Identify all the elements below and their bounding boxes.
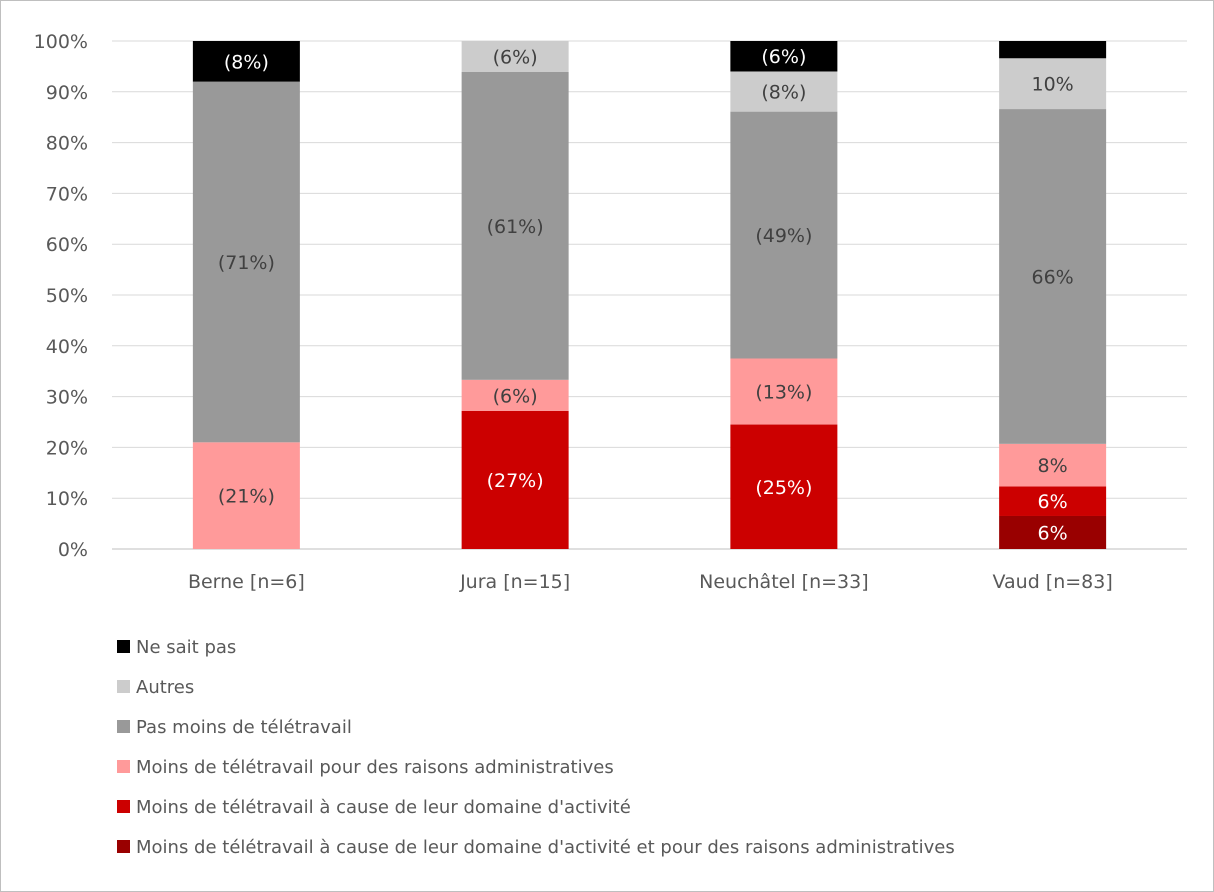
- data-label: (13%): [755, 382, 812, 404]
- bar-segment: [461, 41, 569, 72]
- bar-segment: [730, 358, 838, 425]
- data-label: (27%): [487, 470, 544, 492]
- legend-swatch: [117, 720, 130, 733]
- bar-segment: [461, 71, 569, 380]
- data-label: (6%): [493, 385, 538, 407]
- bar-segment: [999, 486, 1107, 516]
- legend-swatch: [117, 800, 130, 813]
- data-label: 6%: [1038, 522, 1068, 544]
- legend-label: Autres: [136, 677, 194, 698]
- bar-segment: [192, 442, 300, 549]
- data-label: (6%): [761, 46, 806, 68]
- y-tick-label: 10%: [46, 488, 88, 510]
- bars: (21%) (71%) (8%) (27%) (6%) (61%) (6%) (25%) (13…: [192, 41, 1107, 549]
- data-label: (49%): [755, 225, 812, 247]
- y-tick-label: 20%: [46, 437, 88, 459]
- legend-swatch: [117, 640, 130, 653]
- data-label: (71%): [218, 252, 275, 274]
- data-label: (61%): [487, 216, 544, 238]
- data-label: 6%: [1038, 491, 1068, 513]
- bar-segment: [999, 41, 1107, 59]
- y-tick-label: 30%: [46, 387, 88, 409]
- legend-label: Pas moins de télétravail: [136, 717, 352, 738]
- x-tick-label: Vaud [n=83]: [992, 571, 1112, 593]
- data-label: (25%): [755, 477, 812, 499]
- bar-segment: [730, 41, 838, 72]
- legend-label: Moins de télétravail pour des raisons ad…: [136, 757, 614, 778]
- bar-segment: [730, 424, 838, 549]
- bar-segment: [461, 379, 569, 411]
- x-axis-ticks: Berne [n=6] Jura [n=15] Neuchâtel [n=33] Va…: [188, 571, 1113, 593]
- x-tick-label: Neuchâtel [n=33]: [699, 571, 869, 593]
- legend-label: Moins de télétravail à cause de leur dom…: [136, 837, 955, 858]
- y-tick-label: 0%: [58, 539, 88, 561]
- legend: Ne sait pas Autres Pas moins de télétravai…: [117, 637, 955, 858]
- y-tick-label: 40%: [46, 336, 88, 358]
- bar-segment: [999, 109, 1107, 444]
- legend-swatch: [117, 680, 130, 693]
- legend-swatch: [117, 840, 130, 853]
- y-tick-label: 50%: [46, 285, 88, 307]
- bar-segment: [461, 410, 569, 549]
- legend-label: Moins de télétravail à cause de leur dom…: [136, 797, 631, 818]
- legend-label: Ne sait pas: [136, 637, 236, 658]
- data-label: 8%: [1038, 455, 1068, 477]
- x-tick-label: Jura [n=15]: [459, 571, 570, 593]
- y-tick-label: 100%: [34, 31, 88, 53]
- y-tick-label: 60%: [46, 234, 88, 256]
- x-tick-label: Berne [n=6]: [188, 571, 305, 593]
- legend-swatch: [117, 760, 130, 773]
- data-label: (8%): [224, 51, 269, 73]
- bar-segment: [192, 81, 300, 443]
- bar-segment: [192, 41, 300, 82]
- data-label: 10%: [1032, 74, 1074, 96]
- data-label: (8%): [761, 82, 806, 104]
- data-label: (6%): [493, 46, 538, 68]
- y-tick-label: 80%: [46, 133, 88, 155]
- bar-segment: [730, 71, 838, 112]
- data-label: 66%: [1032, 266, 1074, 288]
- y-axis-ticks: 0% 10% 20% 30% 40% 50% 60% 70% 80% 90% 100%: [34, 31, 88, 561]
- data-label: (21%): [218, 486, 275, 508]
- bar-segment: [730, 111, 838, 359]
- bar-segment: [999, 443, 1107, 487]
- bar-segment: [999, 58, 1107, 110]
- y-tick-label: 90%: [46, 82, 88, 104]
- bar-segment: [999, 515, 1107, 549]
- y-tick-label: 70%: [46, 183, 88, 205]
